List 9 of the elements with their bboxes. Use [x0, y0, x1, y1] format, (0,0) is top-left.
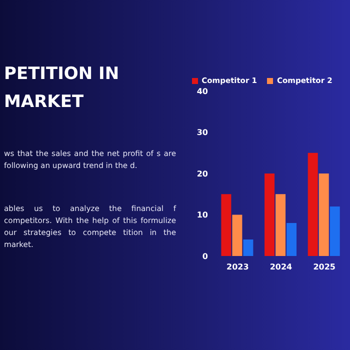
y-tick-label: 0: [202, 252, 208, 261]
y-tick-label: 40: [196, 86, 208, 96]
x-tick-label: 2025: [313, 262, 336, 272]
y-tick-label: 20: [196, 169, 208, 178]
y-tick-label: 30: [196, 128, 208, 138]
y-tick-label: 10: [196, 210, 208, 220]
text: PETITION IN MARKET: [4, 63, 120, 114]
x-tick-label: 2023: [226, 262, 249, 272]
x-tick-label: 2024: [270, 262, 293, 272]
